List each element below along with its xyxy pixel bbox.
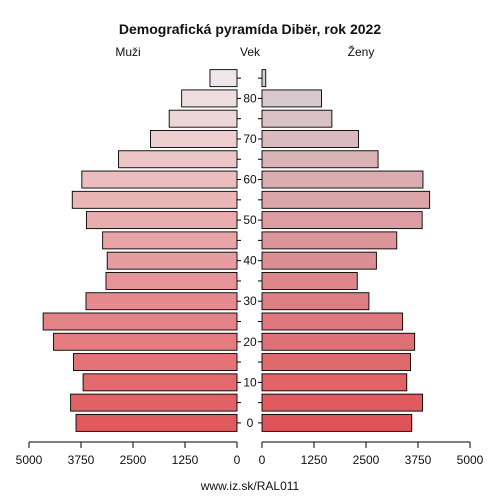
male-bar-65-69 [117, 150, 238, 169]
female-bar-70-74 [261, 130, 359, 148]
female-bar-50-54 [261, 211, 423, 230]
age-tick-label: 0 [247, 416, 254, 430]
male-bar-70-74 [150, 130, 238, 148]
male-bar-30-34 [85, 292, 238, 311]
female-bar-55-59 [261, 190, 431, 209]
female-bar-75-79 [261, 109, 333, 128]
male-bar-15-19 [73, 353, 238, 372]
female-bar-25-29 [261, 312, 404, 331]
male-bar-25-29 [42, 312, 238, 331]
male-bar-45-49 [102, 231, 238, 250]
male-x-tick-label: 3750 [68, 453, 95, 467]
female-x-tick-label: 0 [259, 453, 266, 467]
female-bar-10-14 [261, 373, 408, 392]
male-bar-85+ [209, 69, 238, 88]
female-bar-35-39 [261, 271, 358, 290]
female-bar-15-19 [261, 353, 411, 372]
female-bar-20-24 [261, 332, 416, 351]
age-tick-label: 30 [243, 294, 257, 308]
female-bar-30-34 [261, 292, 370, 311]
age-tick-label: 60 [243, 173, 257, 187]
male-label: Muži [115, 45, 140, 59]
age-tick-label: 10 [243, 375, 257, 389]
female-bar-0-4 [261, 413, 413, 432]
age-tick-label: 70 [243, 132, 257, 146]
female-x-tick-label: 3750 [405, 453, 432, 467]
male-bar-40-44 [106, 251, 238, 270]
male-bar-60-64 [81, 170, 238, 189]
female-bar-60-64 [261, 170, 424, 189]
male-bar-0-4 [75, 413, 238, 432]
age-tick-label: 20 [243, 335, 257, 349]
female-x-tick-label: 2500 [353, 453, 380, 467]
female-x-tick-label: 5000 [457, 453, 484, 467]
female-bar-40-44 [261, 251, 377, 270]
age-tick-label: 40 [243, 254, 257, 268]
source-footer: www.iz.sk/RAL011 [200, 479, 300, 493]
axes-layer: 0 10 20 30 40 50 60 70 80 5000 5000 3750 3750 2500 250… [16, 77, 484, 467]
male-x-tick-label: 2500 [120, 453, 147, 467]
female-bar-45-49 [261, 231, 398, 250]
bars-layer [42, 69, 431, 432]
male-x-tick-label: 5000 [16, 453, 43, 467]
age-tick-label: 50 [243, 213, 257, 227]
male-bar-80-84 [181, 89, 238, 108]
male-bar-55-59 [71, 190, 238, 209]
male-bar-50-54 [85, 211, 238, 230]
female-bar-65-69 [261, 150, 379, 169]
male-bar-75-79 [168, 109, 238, 128]
female-bar-5-9 [261, 393, 424, 412]
male-bar-10-14 [82, 373, 238, 392]
female-label: Ženy [348, 44, 375, 59]
male-bar-5-9 [70, 393, 238, 412]
female-x-tick-label: 1250 [301, 453, 328, 467]
female-bar-85+ [261, 69, 267, 88]
chart-title: Demografická pyramída Dibër, rok 2022 [119, 21, 381, 37]
male-x-tick-label: 0 [234, 453, 241, 467]
male-bar-20-24 [53, 332, 238, 351]
female-bar-80-84 [261, 89, 322, 108]
male-bar-35-39 [105, 271, 238, 290]
age-axis-label: Vek [240, 45, 261, 59]
male-x-tick-label: 1250 [172, 453, 199, 467]
age-tick-label: 80 [243, 91, 257, 105]
